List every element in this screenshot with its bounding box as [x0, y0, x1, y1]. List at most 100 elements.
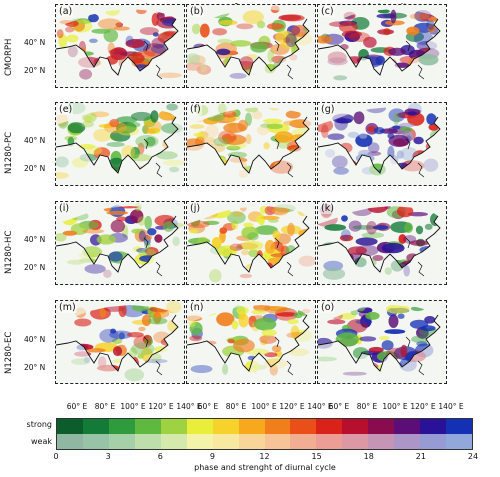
colorbar-swatch: [186, 419, 213, 434]
coastline: [56, 116, 179, 174]
coastline: [318, 116, 441, 174]
lat-label-40n: 40° N: [24, 235, 46, 244]
colorbar-swatch: [238, 434, 265, 449]
colorbar-swatch: [82, 419, 109, 434]
coastline: [318, 314, 441, 372]
map-panel: (f): [186, 102, 316, 186]
colorbar-swatch: [342, 434, 369, 449]
row-label-n1280-ec: N1280-EC: [4, 331, 14, 374]
map-panel: (j): [186, 201, 316, 285]
map-panel: (a): [55, 4, 185, 88]
lon-label: 120° E: [410, 402, 436, 411]
colorbar-swatch: [82, 434, 109, 449]
colorbar-swatch: [108, 419, 135, 434]
colorbar-swatch: [394, 434, 421, 449]
lat-label-20n: 20° N: [24, 263, 46, 272]
colorbar-swatch: [446, 419, 472, 434]
map-panel: (o): [317, 300, 447, 384]
panel-label: (m): [58, 302, 77, 313]
lon-label: 80° E: [225, 402, 247, 411]
panel-label: (i): [58, 203, 71, 214]
colorbar-swatch: [212, 419, 239, 434]
panel-label: (a): [58, 6, 74, 17]
row-label-n1280-hc: N1280-HC: [4, 230, 14, 274]
colorbar-swatch: [446, 434, 472, 449]
lon-label: 60° E: [328, 402, 350, 411]
colorbar-swatch: [316, 434, 343, 449]
colorbar-swatch: [290, 419, 317, 434]
precipitation-map: [56, 202, 184, 284]
lon-label: 120° E: [279, 402, 305, 411]
colorbar-swatch: [160, 434, 187, 449]
colorbar-weak-row: [57, 434, 472, 449]
lon-label: 100° E: [382, 402, 408, 411]
coastline: [56, 314, 179, 372]
panel-label: (k): [320, 203, 335, 214]
lat-label-20n: 20° N: [24, 363, 46, 372]
colorbar-swatch: [134, 419, 161, 434]
colorbar-swatch: [394, 419, 421, 434]
precipitation-map: [56, 301, 184, 383]
coastline: [318, 215, 441, 273]
colorbar-swatch: [420, 419, 447, 434]
lat-label-40n: 40° N: [24, 136, 46, 145]
colorbar-tick-label: 12: [259, 452, 270, 461]
colorbar-tick-label: 3: [105, 452, 111, 461]
lat-label-20n: 20° N: [24, 164, 46, 173]
precipitation-map: [187, 202, 315, 284]
colorbar-tick-label: 24: [467, 452, 479, 461]
lon-label: 140° E: [307, 402, 333, 411]
lon-label: 60° E: [66, 402, 88, 411]
colorbar-strong-label: strong: [26, 420, 52, 429]
colorbar-swatch: [368, 419, 395, 434]
precipitation-map: [56, 103, 184, 185]
panel-label: (n): [189, 302, 205, 313]
colorbar-title: phase and strenght of diurnal cycle: [194, 463, 336, 472]
colorbar: [56, 418, 473, 450]
precipitation-map: [318, 103, 446, 185]
coastline: [318, 18, 441, 76]
colorbar-tick-label: 0: [53, 452, 59, 461]
colorbar-swatch: [290, 434, 317, 449]
precipitation-map: [187, 301, 315, 383]
colorbar-strong-row: [57, 419, 472, 434]
colorbar-swatch: [108, 434, 135, 449]
colorbar-swatch: [420, 434, 447, 449]
coastline: [187, 18, 310, 76]
colorbar-swatch: [342, 419, 369, 434]
colorbar-tick-label: 9: [209, 452, 215, 461]
precipitation-map: [318, 5, 446, 87]
lat-label-20n: 20° N: [24, 66, 46, 75]
coastline: [56, 215, 179, 273]
row-label-cmorph: CMORPH: [4, 38, 14, 76]
map-panel: (k): [317, 201, 447, 285]
map-panel: (i): [55, 201, 185, 285]
panel-label: (o): [320, 302, 336, 313]
map-panel: (m): [55, 300, 185, 384]
panel-label: (b): [189, 6, 205, 17]
colorbar-swatch: [264, 434, 291, 449]
coastline: [187, 314, 310, 372]
lon-label: 100° E: [120, 402, 146, 411]
map-panel: (e): [55, 102, 185, 186]
precipitation-map: [56, 5, 184, 87]
colorbar-swatch: [264, 419, 291, 434]
coastline: [187, 116, 310, 174]
colorbar-swatch: [186, 434, 213, 449]
lat-label-40n: 40° N: [24, 38, 46, 47]
panel-label: (e): [58, 104, 74, 115]
map-panel: (g): [317, 102, 447, 186]
coastline: [187, 215, 310, 273]
row-label-n1280-pc: N1280-PC: [4, 131, 14, 174]
colorbar-swatch: [160, 419, 187, 434]
coastline: [56, 18, 179, 76]
precipitation-map: [318, 301, 446, 383]
colorbar-swatch: [368, 434, 395, 449]
colorbar-swatch: [238, 419, 265, 434]
map-panel: (b): [186, 4, 316, 88]
lat-label-40n: 40° N: [24, 335, 46, 344]
lon-label: 120° E: [148, 402, 174, 411]
lon-label: 100° E: [251, 402, 277, 411]
panel-label: (g): [320, 104, 336, 115]
precipitation-map: [187, 103, 315, 185]
